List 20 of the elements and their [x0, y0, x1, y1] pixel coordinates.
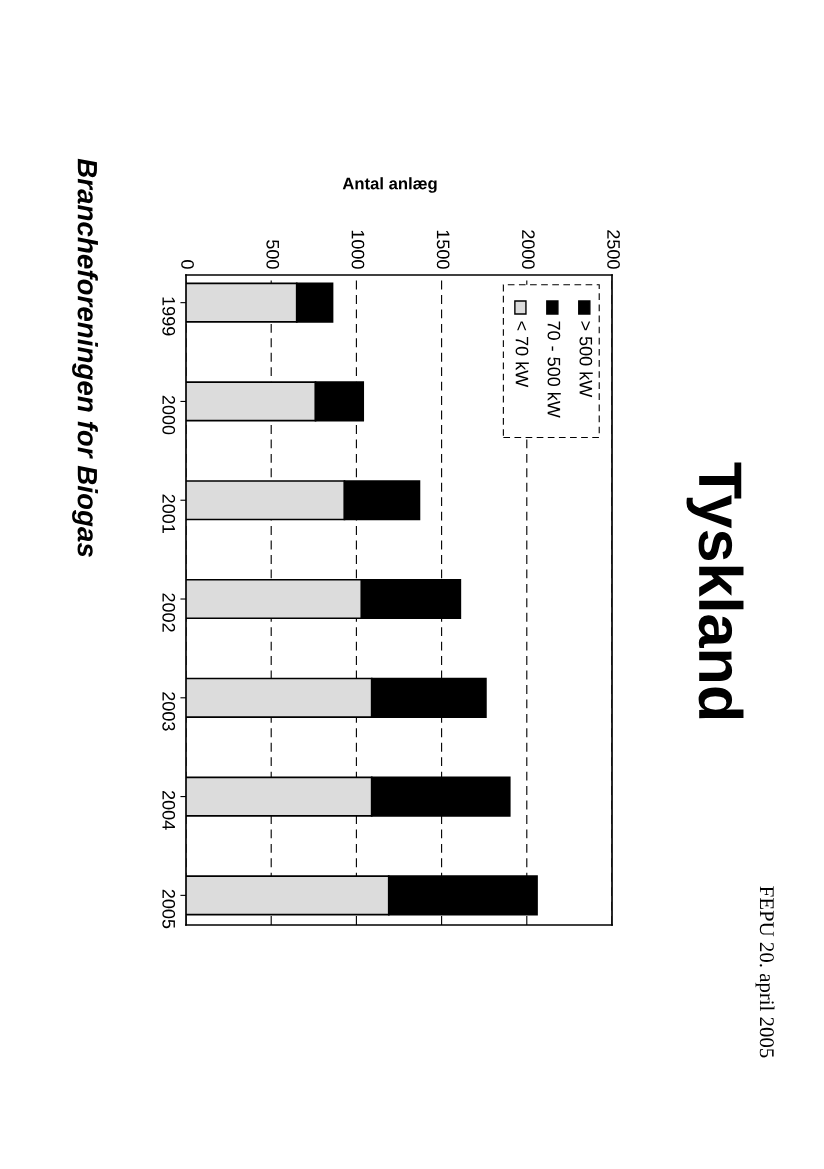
- y-tick-label: 2003: [162, 692, 176, 731]
- x-tick-label: 1500: [436, 230, 450, 269]
- legend-label: > 500 kW: [579, 321, 593, 398]
- y-tick-label: 1999: [162, 297, 176, 336]
- x-tick-label: 1000: [351, 230, 365, 269]
- legend-label: < 70 kW: [515, 321, 529, 388]
- y-tick-label: 2004: [162, 790, 176, 830]
- y-tick-label: 2000: [162, 395, 176, 435]
- x-axis-title: Antal anlæg: [342, 177, 437, 193]
- y-tick-label: 2005: [162, 889, 176, 929]
- text: Brancheforeningen for Biogas: [72, 158, 98, 557]
- text: Tyskland: [686, 462, 744, 719]
- x-tick-label: 2500: [607, 230, 620, 269]
- x-tick-label: 500: [266, 240, 280, 269]
- text: FEPU 20. april 2005: [755, 886, 775, 1058]
- x-tick-label: 2000: [521, 230, 535, 269]
- x-tick-label: 0: [181, 260, 194, 269]
- y-tick-label: 2001: [162, 494, 176, 533]
- legend-label: 70 - 500 kW: [547, 321, 561, 418]
- y-tick-label: 2002: [162, 593, 176, 632]
